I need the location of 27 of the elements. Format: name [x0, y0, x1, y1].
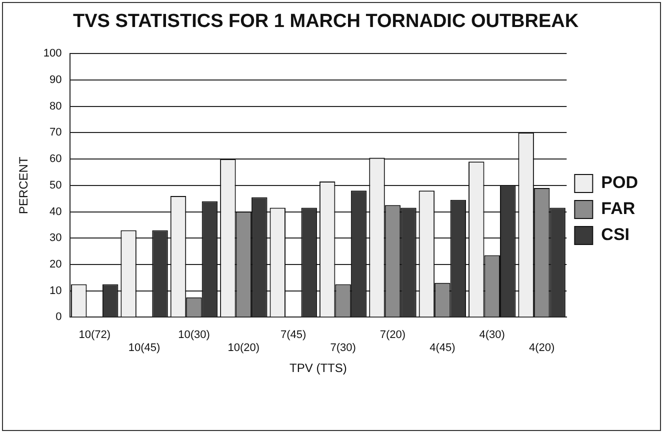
- x-tick-label: 4(20): [528, 342, 555, 354]
- x-tick-label: 4(45): [430, 342, 456, 354]
- x-axis-title: TPV (TTS): [290, 361, 347, 376]
- x-tick-label: 7(30): [330, 342, 356, 354]
- y-tick-label: 90: [50, 74, 62, 86]
- x-tick-label: 7(45): [280, 328, 306, 341]
- y-tick-label: 20: [50, 258, 62, 271]
- y-tick-label: 80: [50, 100, 62, 112]
- y-tick-label: 40: [50, 206, 62, 218]
- chart-title: TVS STATISTICS FOR 1 MARCH TORNADIC OUTBREAK: [73, 11, 579, 33]
- y-tick-label: 30: [50, 232, 62, 244]
- x-tick-label: 10(45): [128, 342, 160, 354]
- x-tick-label: 10(30): [178, 328, 210, 341]
- y-tick-label: 0: [56, 311, 62, 324]
- x-tick-label: 7(20): [380, 328, 406, 341]
- x-tick-label: 10(20): [228, 342, 260, 354]
- legend-label: POD: [601, 173, 638, 192]
- y-tick-label: 50: [50, 179, 62, 192]
- y-tick-label: 100: [43, 48, 62, 60]
- y-tick-label: 60: [50, 153, 62, 166]
- x-tick-label: 10(72): [78, 328, 110, 341]
- y-tick-label: 10: [50, 284, 62, 297]
- x-tick-label: 4(30): [479, 328, 505, 341]
- legend-label: FAR: [601, 199, 636, 218]
- y-axis-title: PERCENT: [16, 156, 31, 214]
- y-tick-label: 70: [50, 126, 62, 139]
- legend-label: CSI: [601, 225, 630, 244]
